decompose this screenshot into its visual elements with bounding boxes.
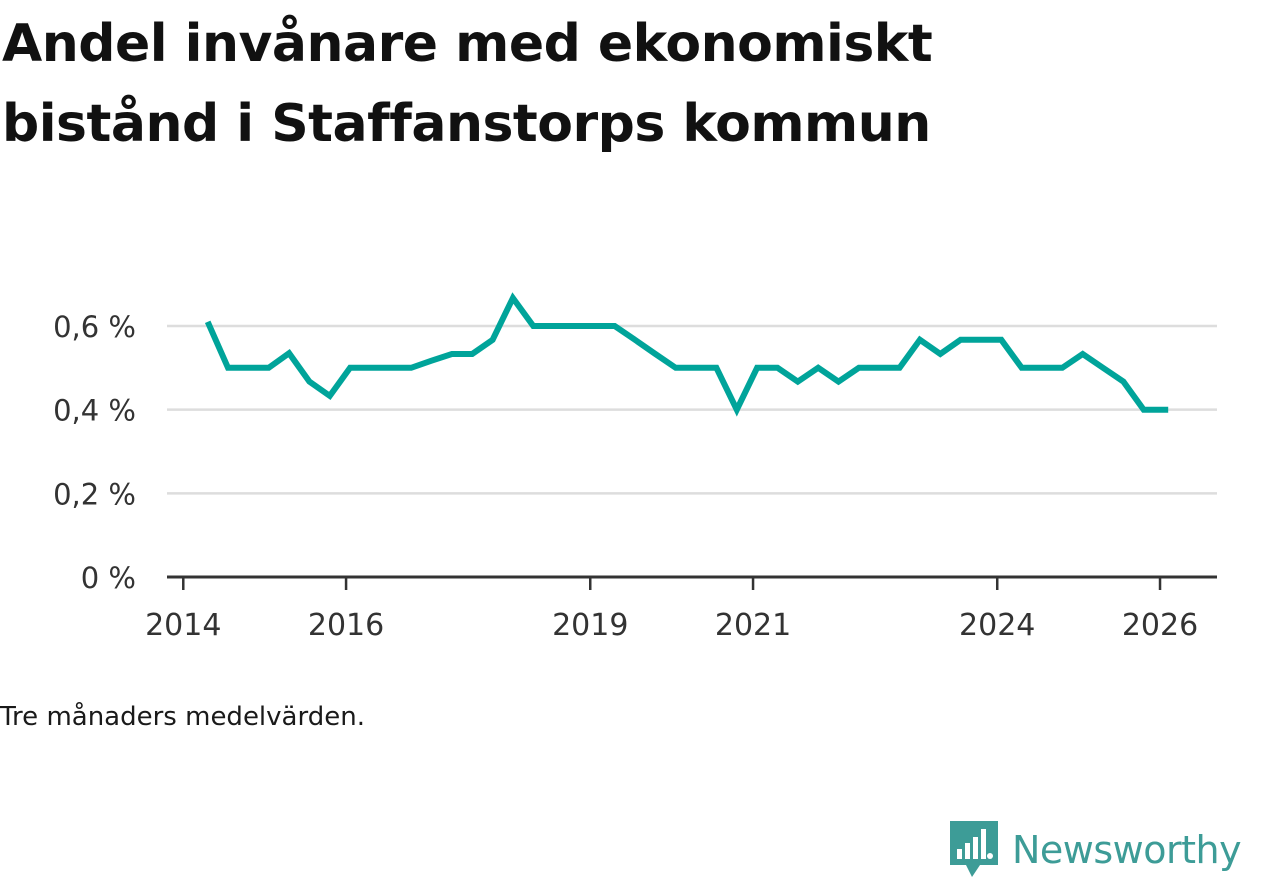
x-tick-label: 2016: [308, 608, 384, 643]
chart-title: Andel invånare med ekonomiskt bistånd i …: [2, 4, 1202, 164]
newsworthy-logo-icon: [950, 821, 998, 877]
gridlines: [167, 324, 1217, 495]
x-axis: 2014 2016 2019 2021 2024 2026: [145, 575, 1217, 643]
brand-logo: Newsworthy: [948, 818, 1242, 882]
x-tick-label: 2024: [959, 608, 1035, 643]
x-tick-label: 2019: [552, 608, 628, 643]
brand-name: Newsworthy: [1012, 828, 1242, 872]
y-tick-label: 0,6 %: [53, 310, 136, 344]
y-tick-label: 0,2 %: [53, 477, 136, 511]
y-tick-label: 0,4 %: [53, 394, 136, 428]
y-axis-ticks: 0 % 0,2 % 0,4 % 0,6 %: [53, 310, 136, 595]
y-tick-label: 0 %: [81, 561, 136, 595]
series-group: [204, 292, 1169, 417]
chart-title-line-1: Andel invånare med ekonomiskt: [2, 14, 933, 74]
chart-caption: Tre månaders medelvärden.: [0, 702, 365, 732]
chart-title-line-2: bistånd i Staffanstorps kommun: [2, 94, 931, 154]
x-tick-label: 2021: [715, 608, 791, 643]
x-tick-label: 2014: [145, 608, 221, 643]
series-line: [204, 292, 1169, 417]
x-tick-label: 2026: [1122, 608, 1198, 643]
